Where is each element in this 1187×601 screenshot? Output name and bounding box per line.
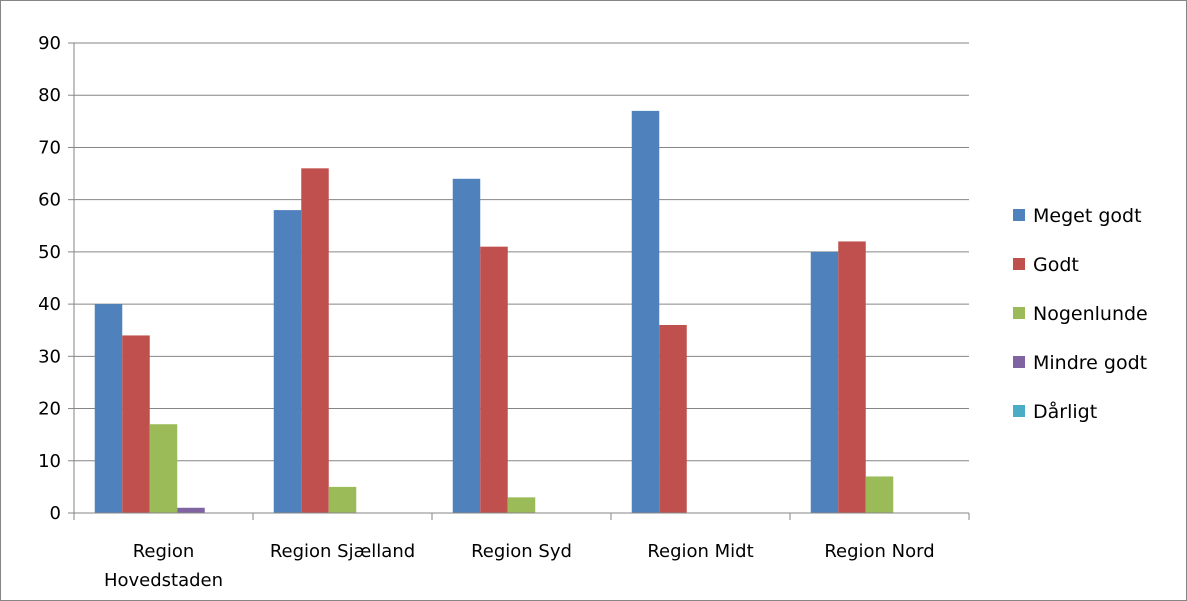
y-tick-label: 80 [38, 85, 61, 106]
x-category-label: Hovedstaden [104, 570, 223, 591]
bar-meget-godt [273, 210, 302, 513]
legend-swatch [1013, 258, 1025, 270]
bar-mindre-godt [177, 507, 205, 513]
legend-swatch [1013, 356, 1025, 368]
bar-nogenlunde [328, 486, 357, 513]
bars [94, 110, 894, 514]
legend-label: Dårligt [1033, 400, 1097, 423]
legend-label: Mindre godt [1033, 352, 1147, 374]
bar-meget-godt [810, 251, 839, 513]
y-tick-label: 90 [38, 33, 61, 54]
legend: Meget godt Godt Nogenlunde Mindre godt Dårli… [1013, 205, 1148, 423]
gridlines [74, 42, 969, 462]
axes: 0 10 20 30 40 50 60 70 80 90 Region Hovedstaden Regi… [38, 33, 970, 591]
bar-nogenlunde [149, 424, 178, 513]
x-category-label: Region [133, 541, 195, 562]
legend-swatch [1013, 405, 1025, 417]
x-category-label: Region Sjælland [270, 541, 415, 562]
legend-label: Godt [1033, 254, 1079, 276]
bar-meget-godt [94, 304, 123, 513]
bar-godt [659, 325, 687, 513]
bar-meget-godt [631, 110, 660, 513]
bar-godt [301, 168, 329, 514]
y-tick-label: 30 [38, 346, 61, 367]
bar-godt [122, 335, 150, 513]
bar-nogenlunde [865, 476, 894, 513]
legend-swatch [1013, 307, 1025, 319]
bar-meget-godt [452, 178, 481, 513]
x-category-label: Region Syd [471, 541, 572, 562]
y-tick-label: 10 [38, 451, 61, 472]
y-tick-label: 50 [38, 242, 61, 263]
y-tick-label: 20 [38, 399, 61, 420]
bar-godt [480, 246, 508, 513]
y-tick-label: 40 [38, 294, 61, 315]
legend-label: Nogenlunde [1033, 303, 1148, 325]
legend-swatch [1013, 209, 1025, 221]
legend-label: Meget godt [1033, 205, 1142, 227]
y-tick-label: 70 [38, 137, 61, 158]
y-tick-label: 0 [50, 503, 61, 524]
x-category-label: Region Midt [647, 541, 753, 562]
bar-godt [838, 241, 866, 513]
bar-nogenlunde [507, 497, 536, 513]
y-tick-label: 60 [38, 190, 61, 211]
x-category-label: Region Nord [824, 541, 934, 562]
